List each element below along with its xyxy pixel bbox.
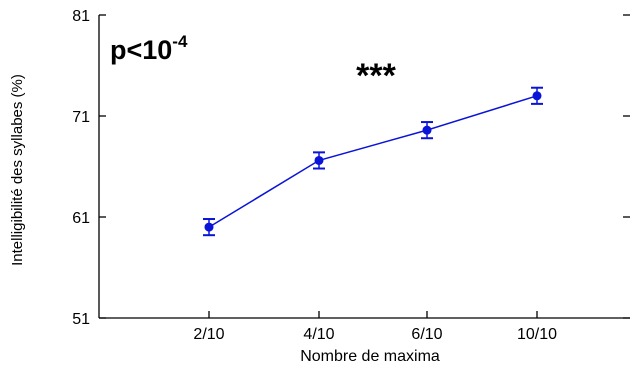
data-point — [204, 222, 214, 232]
x-axis-label: Nombre de maxima — [300, 348, 440, 365]
y-tick-label: 51 — [72, 311, 90, 328]
y-axis-label: Intelligibilité des syllabes (%) — [9, 74, 26, 266]
p-value-annotation: p<10-4 — [110, 32, 188, 65]
x-tick-label: 4/10 — [303, 326, 334, 343]
data-point — [314, 155, 324, 165]
p-value-exponent: -4 — [172, 32, 188, 51]
x-tick-label: 6/10 — [411, 326, 442, 343]
x-tick-label: 10/10 — [517, 326, 557, 343]
y-axis-ticks: 51 61 71 81 — [72, 8, 630, 328]
y-tick-label: 81 — [72, 8, 90, 25]
data-series — [203, 86, 543, 237]
y-tick-label: 61 — [72, 210, 90, 227]
data-point — [422, 125, 432, 135]
significance-stars: *** — [356, 57, 396, 95]
data-point — [532, 91, 542, 101]
x-tick-label: 2/10 — [193, 326, 224, 343]
x-axis-ticks: 2/10 4/10 6/10 10/10 — [193, 311, 557, 343]
p-value-base: p<10 — [110, 35, 172, 65]
y-tick-label: 71 — [72, 109, 90, 126]
plot-axes — [98, 15, 630, 319]
series-line — [208, 95, 538, 228]
